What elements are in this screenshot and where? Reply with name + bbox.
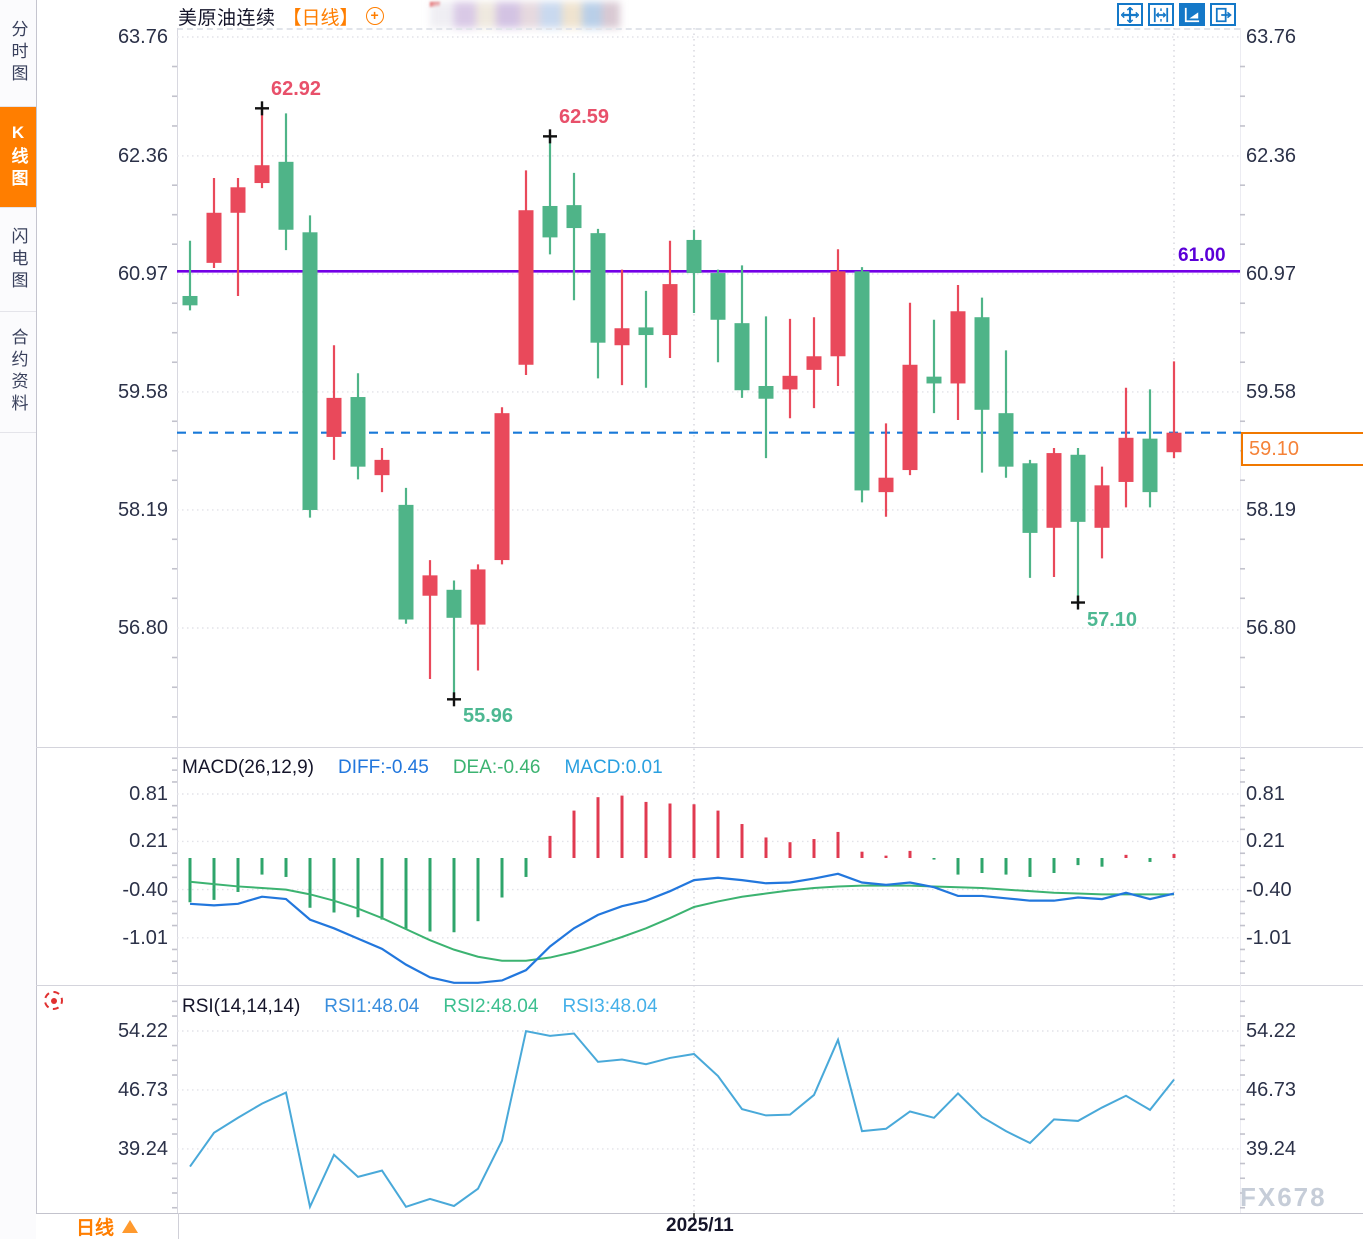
- y-axis-label: 0.21: [1246, 830, 1285, 853]
- y-axis-label: -1.01: [122, 926, 168, 949]
- sidebar-item-kline[interactable]: K线图: [0, 107, 36, 208]
- macd-dea-value: DEA:-0.46: [452, 757, 541, 778]
- rsi2-value: RSI2:48.04: [443, 996, 539, 1017]
- macd-macd-value: MACD:0.01: [564, 757, 663, 778]
- y-axis-label: 59.58: [117, 380, 168, 403]
- price-annotation: 62.92: [271, 78, 322, 101]
- instrument-title: 美原油连续: [178, 7, 276, 29]
- sidebar-item-timeshare[interactable]: 分时图: [0, 0, 36, 107]
- sidebar-item-lightning[interactable]: 闪电图: [0, 208, 36, 312]
- hline-label: 61.00: [1176, 245, 1228, 267]
- jump-latest-icon[interactable]: [1210, 3, 1236, 26]
- y-axis-label: 63.76: [117, 26, 168, 48]
- y-axis-label: 0.81: [1246, 783, 1285, 805]
- panel-divider: [36, 985, 1363, 986]
- auto-scale-icon[interactable]: [1179, 3, 1205, 26]
- period-tag: 【日线】: [282, 7, 359, 29]
- period-label: 日线: [75, 1217, 114, 1239]
- pan-crosshair-icon[interactable]: [1117, 3, 1143, 26]
- price-annotation: 62.59: [559, 106, 610, 129]
- y-axis-label: 63.76: [1246, 26, 1297, 48]
- plot-left-border: [177, 28, 178, 1213]
- y-axis-label: 58.19: [1246, 498, 1297, 521]
- panel-divider: [36, 747, 1363, 748]
- plot-top-border: [177, 28, 1240, 30]
- date-label: 2025/11: [666, 1215, 734, 1236]
- rsi-params: RSI(14,14,14): [182, 996, 301, 1017]
- date-tick: [693, 1213, 695, 1220]
- circle-plus-icon[interactable]: +: [365, 7, 384, 25]
- y-axis-label: 54.22: [1246, 1020, 1297, 1042]
- sidebar-item-label: 分时图: [8, 20, 28, 86]
- y-axis-label: 60.97: [1246, 262, 1297, 285]
- macd-diff-value: DIFF:-0.45: [338, 757, 429, 778]
- period-selector[interactable]: 日线: [36, 1213, 179, 1239]
- y-axis-label: 60.97: [117, 262, 168, 285]
- y-axis-label: 58.19: [117, 498, 168, 521]
- price-annotation: 55.96: [463, 705, 514, 728]
- y-axis-label: 39.24: [1246, 1137, 1297, 1160]
- y-axis-label: 46.73: [117, 1078, 168, 1101]
- chart-toolbar: [1117, 3, 1236, 26]
- rsi-legend: RSI(14,14,14) RSI1:48.04 RSI2:48.04 RSI3…: [182, 996, 658, 1018]
- rsi3-value: RSI3:48.04: [562, 996, 658, 1017]
- y-axis-label: 0.81: [129, 783, 168, 805]
- bottom-bar: [36, 1213, 1363, 1239]
- y-axis-label: -0.40: [122, 878, 168, 901]
- y-axis-label: 54.22: [117, 1020, 168, 1042]
- y-axis-label: -1.01: [1246, 926, 1292, 949]
- y-axis-label: 62.36: [1246, 144, 1297, 167]
- fit-axis-icon[interactable]: [1148, 3, 1174, 26]
- indicator-settings-icon[interactable]: [44, 991, 63, 1010]
- y-axis-label: -0.40: [1246, 878, 1292, 901]
- last-price-tag: 59.10: [1241, 432, 1363, 466]
- title-bar: 美原油连续 【日线】 +: [178, 4, 384, 29]
- watermark: FX678: [1240, 1182, 1327, 1212]
- triangle-up-icon: [122, 1219, 138, 1233]
- sidebar: 分时图 K线图 闪电图 合约资料: [0, 0, 37, 1239]
- sidebar-item-label: 闪电图: [8, 226, 28, 293]
- y-axis-label: 56.80: [117, 617, 168, 639]
- sidebar-item-contract-info[interactable]: 合约资料: [0, 312, 36, 433]
- sidebar-item-label: K线图: [8, 123, 28, 191]
- price-annotation: 57.10: [1087, 608, 1138, 631]
- macd-params: MACD(26,12,9): [182, 757, 314, 778]
- y-axis-label: 0.21: [129, 830, 168, 853]
- y-axis-label: 62.36: [117, 144, 168, 167]
- sidebar-item-label: 合约资料: [8, 328, 28, 416]
- y-axis-label: 59.58: [1246, 380, 1297, 403]
- y-axis-label: 39.24: [117, 1137, 168, 1160]
- plot-right-border: [1240, 28, 1241, 1213]
- y-axis-label: 46.73: [1246, 1078, 1297, 1101]
- rsi1-value: RSI1:48.04: [324, 996, 420, 1017]
- y-axis-label: 56.80: [1246, 617, 1297, 639]
- blurred-region: [430, 2, 620, 28]
- macd-legend: MACD(26,12,9) DIFF:-0.45 DEA:-0.46 MACD:…: [182, 757, 663, 779]
